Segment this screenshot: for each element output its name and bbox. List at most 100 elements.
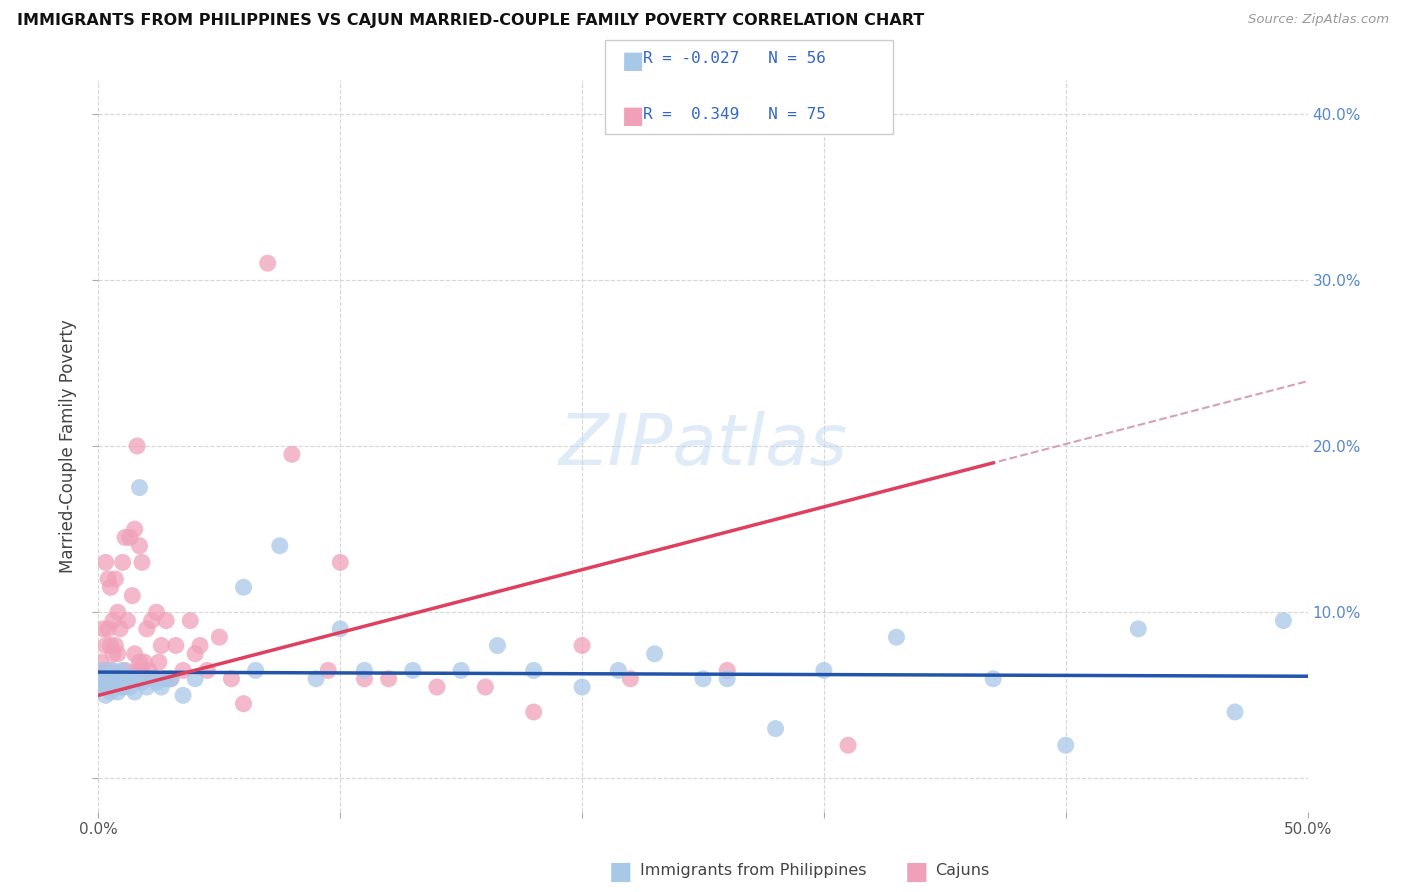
Point [91,680,114,694]
Point [172,689,194,703]
Point [91,680,114,694]
Text: R =  0.349   N = 75: R = 0.349 N = 75 [643,107,825,121]
Point [128,655,150,669]
Point [765,722,787,736]
Point [837,738,859,752]
Y-axis label: Married-Couple Family Poverty: Married-Couple Family Poverty [59,319,77,573]
Point [172,664,194,678]
Point [100,639,122,653]
Point [316,664,339,678]
Point [104,572,127,586]
Point [101,614,124,628]
Point [111,680,134,694]
Point [305,672,328,686]
Point [101,664,124,678]
Point [124,522,146,536]
Point [128,539,150,553]
Point [135,680,157,694]
Point [107,647,129,661]
Point [1223,705,1246,719]
Text: ZIPatlas: ZIPatlas [558,411,848,481]
Point [329,622,352,636]
Point [94,639,117,653]
Point [152,672,174,686]
Point [353,664,375,678]
Text: Cajuns: Cajuns [935,863,990,878]
Point [91,664,114,678]
Point [179,614,201,628]
Text: IMMIGRANTS FROM PHILIPPINES VS CAJUN MARRIED-COUPLE FAMILY POVERTY CORRELATION C: IMMIGRANTS FROM PHILIPPINES VS CAJUN MAR… [17,13,924,29]
Point [1272,614,1295,628]
Point [131,555,153,569]
Point [232,697,254,711]
Text: ■: ■ [904,861,928,884]
Point [155,614,177,628]
Point [97,680,120,694]
Point [131,664,153,678]
Point [114,675,136,690]
Point [353,672,375,686]
Point [135,622,157,636]
Point [619,672,641,686]
Point [148,655,170,669]
Point [118,680,141,694]
Point [104,639,127,653]
Point [94,689,117,703]
Point [100,664,122,678]
Point [94,664,117,678]
Point [101,680,124,694]
Point [97,622,120,636]
Point [111,680,134,694]
Point [101,647,124,661]
Point [127,439,149,453]
Point [474,680,496,694]
Point [127,664,149,678]
Point [208,630,231,644]
Point [184,647,207,661]
Point [100,580,122,594]
Point [1128,622,1150,636]
Text: ■: ■ [621,49,644,72]
Point [138,664,160,678]
Text: Source: ZipAtlas.com: Source: ZipAtlas.com [1249,13,1389,27]
Point [107,680,129,694]
Point [221,672,243,686]
Point [111,664,134,678]
Point [402,664,425,678]
Point [111,555,134,569]
Point [108,672,131,686]
Point [377,672,399,686]
Point [232,580,254,594]
Point [117,672,139,686]
Point [281,447,304,461]
Point [118,530,141,544]
Point [117,672,139,686]
Point [104,680,127,694]
Point [607,664,630,678]
Text: ■: ■ [621,104,644,128]
Text: ■: ■ [609,861,633,884]
Point [245,664,267,678]
Point [426,680,449,694]
Point [94,555,117,569]
Point [160,672,183,686]
Point [141,672,163,686]
Point [160,672,183,686]
Point [143,672,166,686]
Point [101,675,124,690]
Point [127,672,149,686]
Point [145,675,167,690]
Point [131,675,153,690]
Point [90,672,112,686]
Point [100,672,122,686]
Point [716,664,738,678]
Point [150,639,173,653]
Point [90,655,112,669]
Point [886,630,908,644]
Point [121,589,143,603]
Point [124,647,146,661]
Point [107,605,129,619]
Point [108,672,131,686]
Point [692,672,714,686]
Point [813,664,835,678]
